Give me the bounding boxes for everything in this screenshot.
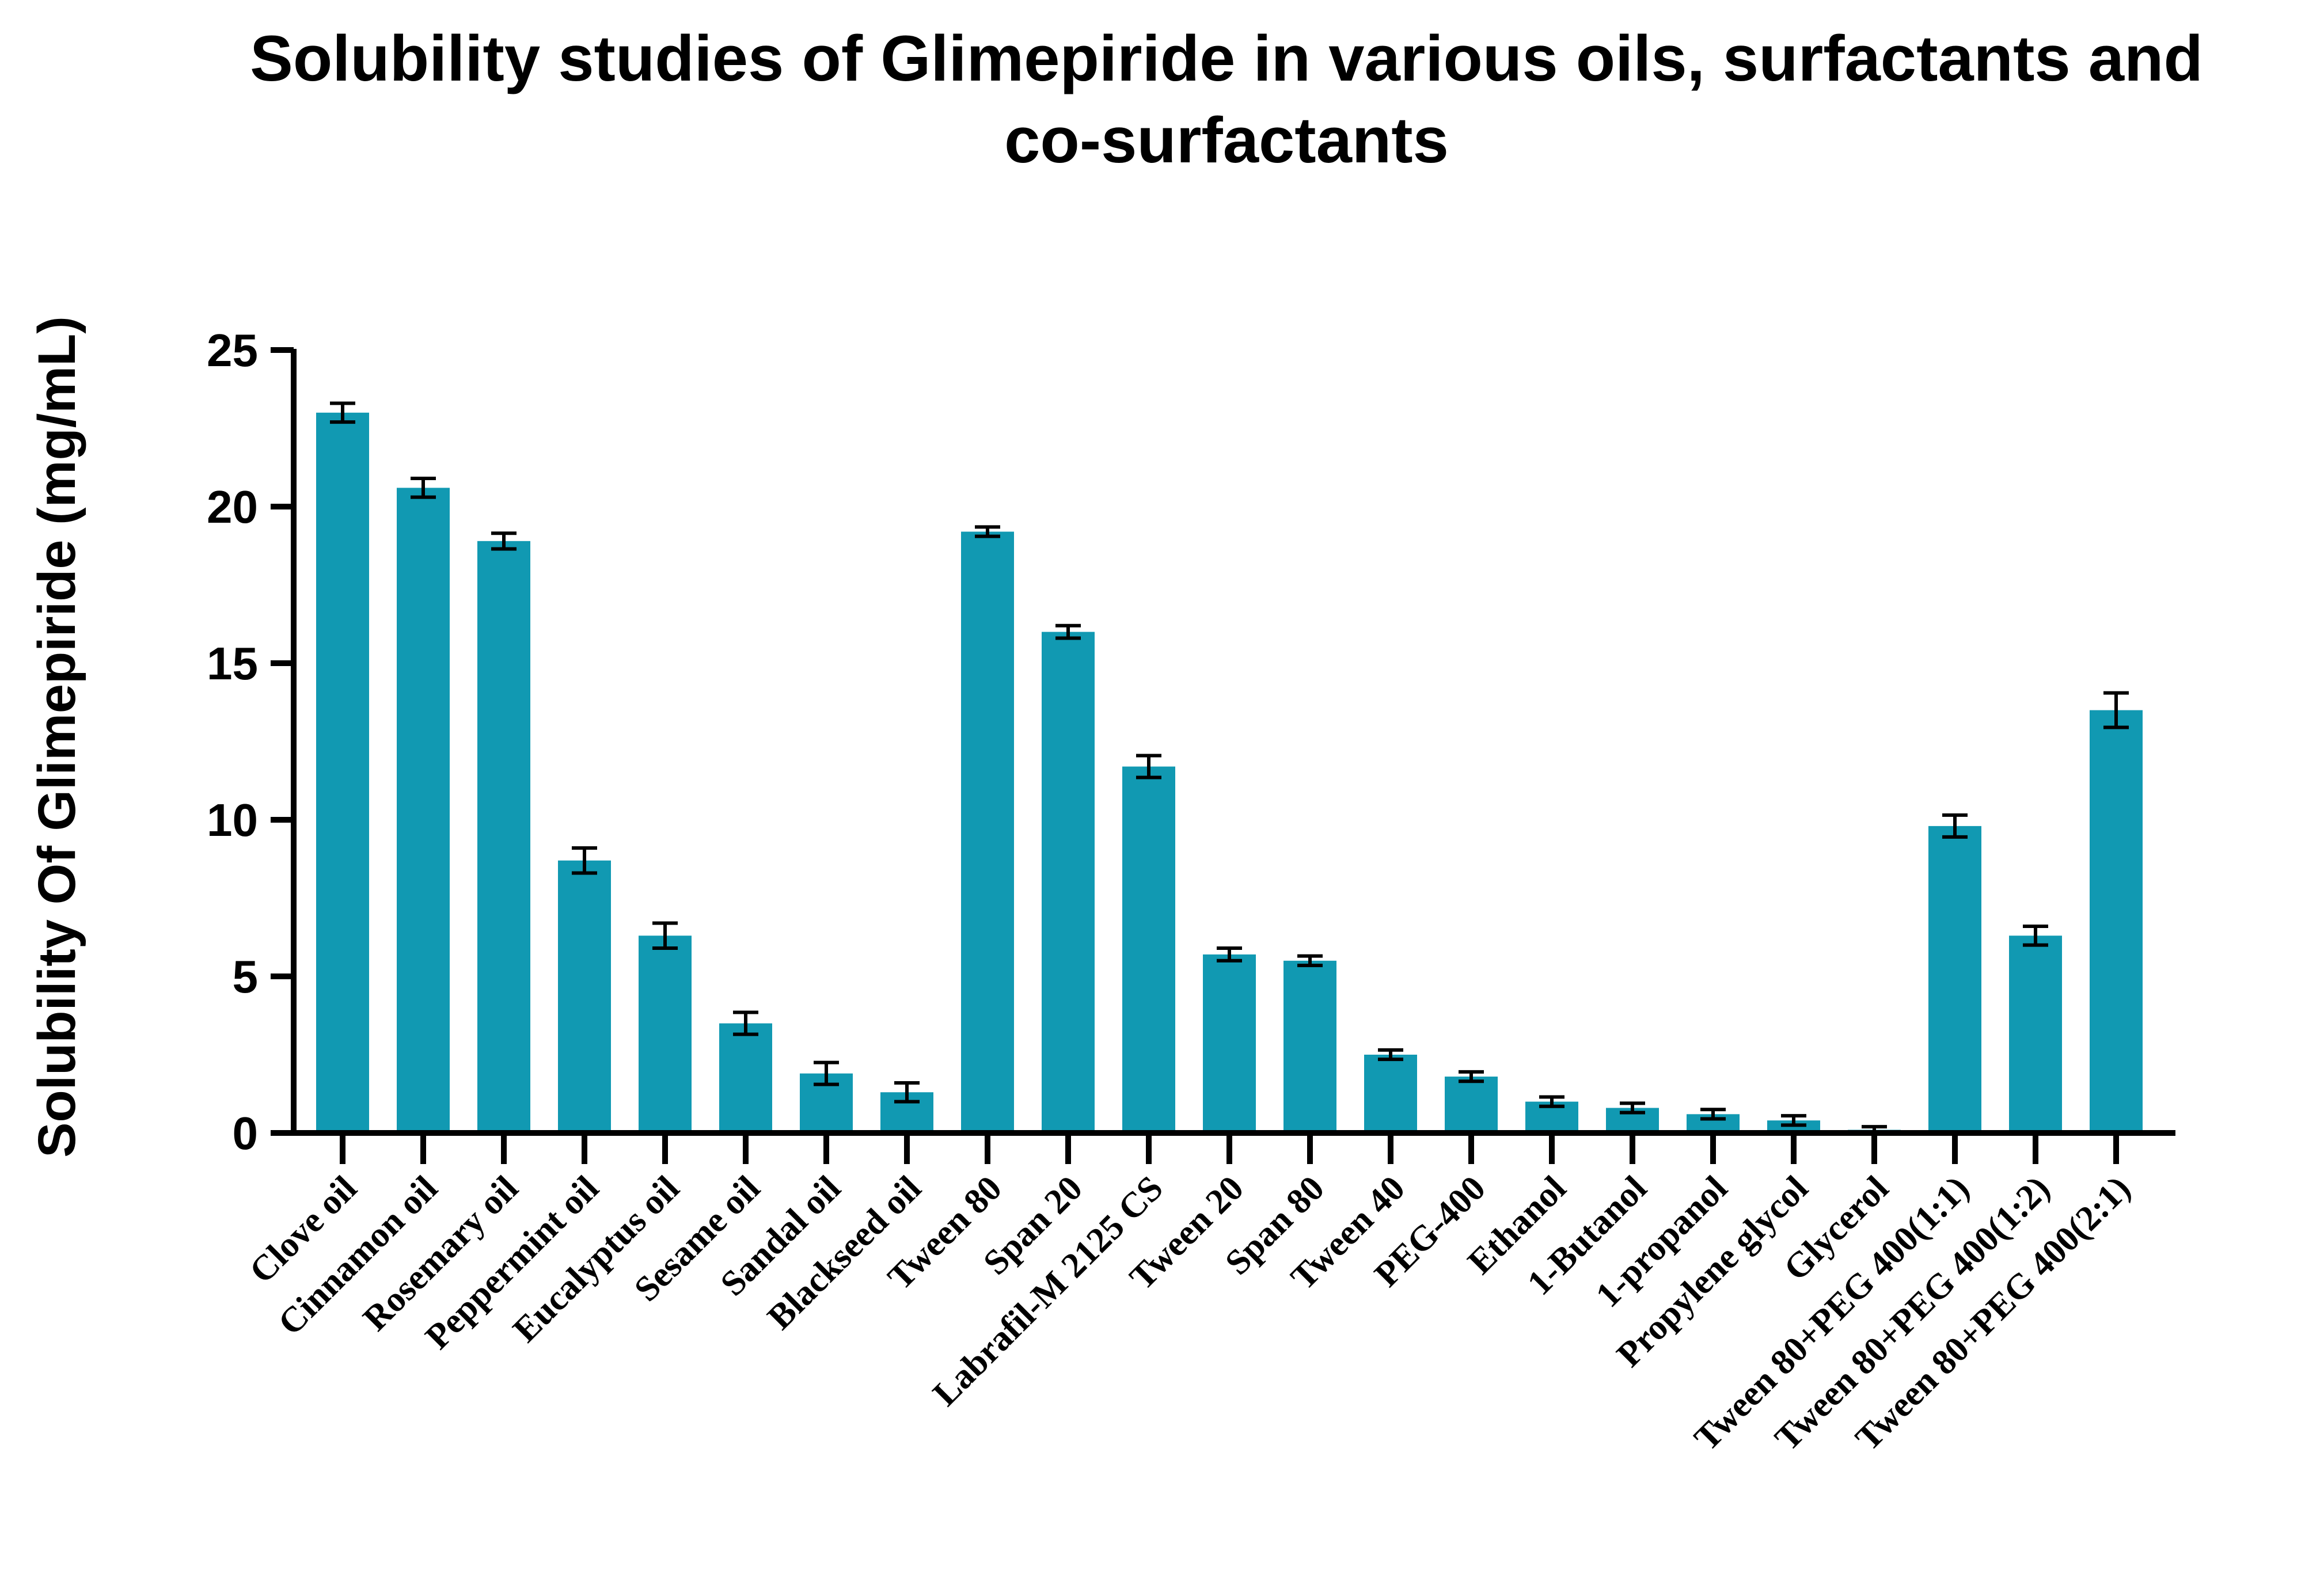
bar-5	[719, 1023, 772, 1133]
y-tick-label-1: 5	[233, 951, 259, 1002]
bar-12	[1283, 960, 1336, 1133]
bar-10	[1122, 766, 1175, 1133]
y-tick-label-2: 10	[207, 794, 258, 846]
bar-8	[961, 531, 1014, 1133]
bar-11	[1203, 954, 1256, 1133]
bar-2	[477, 541, 530, 1133]
bar-14	[1445, 1077, 1498, 1133]
bar-0	[316, 412, 369, 1133]
chart-title-line-2: co-surfactants	[1004, 104, 1449, 176]
chart-title-line-1: Solubility studies of Glimepiride in var…	[250, 22, 2203, 94]
bar-20	[1928, 826, 1981, 1133]
bar-3	[558, 860, 611, 1133]
bar-9	[1042, 632, 1095, 1133]
bar-22	[2090, 710, 2143, 1133]
y-tick-label-5: 25	[207, 325, 258, 376]
y-tick-label-0: 0	[233, 1108, 259, 1159]
y-tick-label-4: 20	[207, 481, 258, 533]
bar-21	[2009, 935, 2062, 1133]
bar-4	[639, 935, 692, 1133]
y-axis-label: Solubility Of Glimepiride (mg/mL)	[28, 316, 86, 1158]
bar-13	[1364, 1055, 1417, 1133]
y-tick-label-3: 15	[207, 638, 258, 689]
bar-1	[397, 488, 450, 1133]
